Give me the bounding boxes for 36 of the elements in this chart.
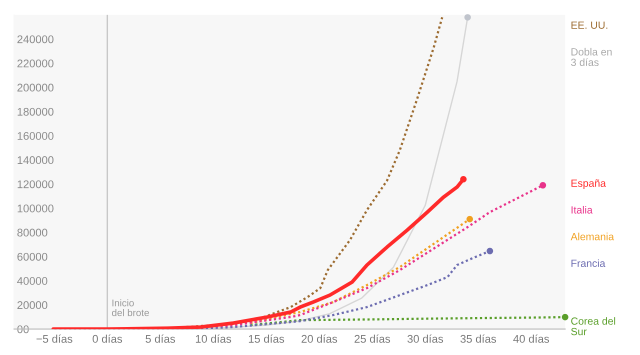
text: Francia bbox=[571, 259, 606, 268]
text: España bbox=[571, 179, 606, 189]
y-tick-label: 100000 bbox=[18, 204, 54, 212]
point bbox=[486, 248, 494, 254]
y-tick-label: 160000 bbox=[18, 132, 54, 140]
text: EE. UU. bbox=[571, 22, 608, 29]
x-tick-label: 25 días bbox=[354, 334, 390, 343]
x-tick-label: −5 días bbox=[36, 334, 72, 343]
point bbox=[460, 176, 467, 183]
point bbox=[464, 14, 471, 21]
x-tick-label: 5 días bbox=[146, 334, 176, 343]
point bbox=[562, 314, 568, 320]
point bbox=[540, 182, 546, 189]
x-tick-label: 40 días bbox=[513, 334, 550, 343]
series-label: Corea del Sur bbox=[571, 317, 616, 336]
x-tick-label: 10 días bbox=[196, 334, 232, 343]
x-tick-label: 30 días bbox=[407, 334, 444, 343]
text: Alemania bbox=[570, 232, 614, 240]
text: Italia bbox=[572, 206, 593, 214]
y-tick-label: 180000 bbox=[18, 108, 54, 116]
y-tick-label: 120000 bbox=[18, 180, 54, 188]
x-tick-label: 0 días bbox=[92, 334, 122, 343]
y-tick-label: 220000 bbox=[17, 60, 54, 68]
y-tick-label: 20000 bbox=[17, 301, 48, 310]
ref-line-label: Inicio del brote bbox=[112, 299, 149, 316]
y-tick-label: 200000 bbox=[17, 84, 54, 92]
text: Dobla en 3 días bbox=[571, 48, 612, 66]
x-tick-label: 15 días bbox=[248, 334, 284, 343]
point bbox=[466, 216, 474, 222]
x-tick-label: 20 días bbox=[302, 334, 338, 343]
x-tick-label: 35 días bbox=[460, 334, 496, 343]
y-tick-label: 60000 bbox=[17, 252, 48, 261]
y-tick-label: 40000 bbox=[17, 277, 48, 285]
y-tick-label: 140000 bbox=[18, 156, 54, 164]
y-tick-label: 240000 bbox=[17, 35, 54, 44]
y-tick-label: 80000 bbox=[17, 228, 48, 237]
